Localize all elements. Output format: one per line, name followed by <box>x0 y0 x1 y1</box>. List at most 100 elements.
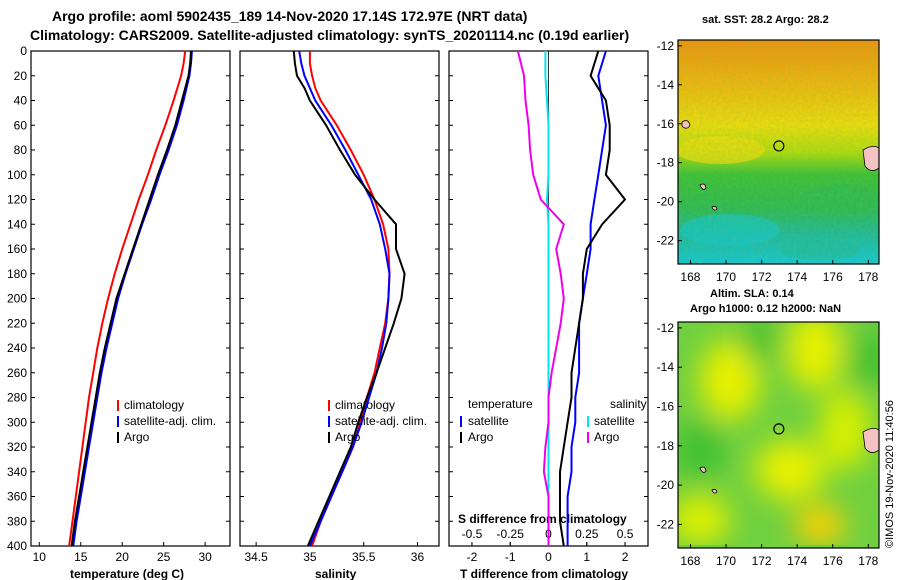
sla-map-title-2: Argo h1000: 0.12 h2000: NaN <box>690 303 841 315</box>
x-tick-label: 15 <box>74 550 88 564</box>
legend-label-argo: Argo <box>335 430 361 444</box>
sla-map-frame <box>677 321 880 549</box>
depth-tick-label: 120 <box>7 193 27 207</box>
depth-tick-label: 160 <box>7 242 27 256</box>
map-y-tick-label: -12 <box>657 321 675 335</box>
temperature-x-ticks: 10 15 20 25 30 <box>33 542 212 564</box>
salinity-series <box>292 50 406 547</box>
legend-label-argo: Argo <box>124 430 150 444</box>
x-tick-label: 10 <box>33 550 47 564</box>
island-shape <box>699 466 707 473</box>
x-tick-label: 2 <box>622 550 629 564</box>
map-y-tick-label: -16 <box>657 117 675 131</box>
legend-label-t-satellite: satellite <box>468 414 509 428</box>
x-tick-label: -1 <box>505 550 516 564</box>
map-y-tick-label: -18 <box>657 156 675 170</box>
x-tick-label: 34.5 <box>244 550 268 564</box>
x-tick-label: 0.5 <box>617 527 634 541</box>
depth-tick-label: 280 <box>7 391 27 405</box>
salinity-x-ticks: 34.5 35 35.5 36 <box>244 542 424 564</box>
map-y-tick-label: -14 <box>657 78 675 92</box>
map-x-tick-label: 170 <box>716 554 736 568</box>
map-y-tick-label: -18 <box>657 439 675 453</box>
x-tick-label: 35 <box>303 550 317 564</box>
map-y-tick-label: -22 <box>657 234 675 248</box>
depth-tick-label: 140 <box>7 217 27 231</box>
depth-tick-label: 0 <box>20 44 27 58</box>
depth-tick-label: 240 <box>7 341 27 355</box>
series-line-satellite-adj-clim- <box>72 50 193 547</box>
island-shape <box>711 488 718 494</box>
map-x-tick-label: 174 <box>787 554 807 568</box>
map-x-tick-label: 172 <box>752 554 772 568</box>
sla-map-title-1: Altim. SLA: 0.14 <box>710 288 795 300</box>
series-line-climatology <box>68 50 187 547</box>
series-line-t-satellite <box>566 50 607 546</box>
sst-map-ticks: 168 170 172 174 176 178 -12 -14 -16 -18 -20 -22 <box>657 39 879 284</box>
map-y-tick-label: -22 <box>657 517 675 531</box>
sla-map-ticks: 168 170 172 174 176 178 -12 -14 -16 -18 -20 -22 <box>657 321 879 568</box>
title-line-2: Climatology: CARS2009. Satellite-adjuste… <box>30 27 629 43</box>
depth-tick-label: 220 <box>7 316 27 330</box>
x-tick-label: 30 <box>198 550 212 564</box>
depth-tick-label: 180 <box>7 267 27 281</box>
difference-x2label: S difference from climatology <box>458 512 627 526</box>
sst-map-image <box>678 40 879 264</box>
temperature-xlabel: temperature (deg C) <box>70 567 184 580</box>
sla-argo-marker <box>773 423 785 435</box>
series-line-argo <box>292 50 406 547</box>
depth-tick-label: 360 <box>7 490 27 504</box>
series-line-s-argo <box>516 50 565 546</box>
map-x-tick-label: 178 <box>858 270 878 284</box>
map-x-tick-label: 176 <box>823 270 843 284</box>
island-shape <box>699 183 707 190</box>
depth-tick-label: 200 <box>7 292 27 306</box>
sla-map-image <box>678 322 879 548</box>
depth-axis: 0 20 40 60 80 100 120 140 160 180 200 220 240 260 280 3… <box>7 44 648 553</box>
difference-series <box>516 50 627 547</box>
salinity-xlabel: salinity <box>315 567 357 580</box>
temperature-legend: climatology satellite-adj. clim. Argo <box>117 398 216 444</box>
map-x-tick-label: 168 <box>680 270 700 284</box>
map-x-tick-label: 172 <box>752 270 772 284</box>
island-shape <box>711 205 718 211</box>
map-y-tick-label: -14 <box>657 360 675 374</box>
legend-label-t-argo: Argo <box>468 430 494 444</box>
depth-tick-label: 380 <box>7 514 27 528</box>
map-x-tick-label: 174 <box>787 270 807 284</box>
depth-tick-label: 300 <box>7 415 27 429</box>
legend-title-salinity: salinity <box>610 397 647 411</box>
x-tick-label: 20 <box>116 550 130 564</box>
legend-label-satellite: satellite-adj. clim. <box>124 414 216 428</box>
depth-tick-label: 340 <box>7 465 27 479</box>
series-line-satellite-adj-clim- <box>298 50 391 547</box>
legend-title-temperature: temperature <box>468 397 533 411</box>
island-shape <box>862 428 879 453</box>
island-shape <box>681 120 691 129</box>
difference-xlabel: T difference from climatology <box>460 567 628 580</box>
map-y-tick-label: -12 <box>657 39 675 53</box>
x-tick-label: -2 <box>467 550 478 564</box>
sst-map-frame <box>677 39 880 265</box>
depth-tick-label: 40 <box>14 94 28 108</box>
depth-tick-label: 100 <box>7 168 27 182</box>
map-x-tick-label: 170 <box>716 270 736 284</box>
temperature-series <box>68 50 193 547</box>
map-x-tick-label: 176 <box>823 554 843 568</box>
legend-label-s-argo: Argo <box>594 430 620 444</box>
map-y-tick-label: -16 <box>657 400 675 414</box>
island-shape <box>862 146 879 171</box>
series-line-climatology <box>308 51 391 547</box>
imos-watermark: ©IMOS 19-Nov-2020 11:40:56 <box>884 400 896 548</box>
title-line-1: Argo profile: aoml 5902435_189 14-Nov-20… <box>52 8 527 24</box>
depth-tick-label: 320 <box>7 440 27 454</box>
x-tick-label: 35.5 <box>352 550 376 564</box>
sst-map-title: sat. SST: 28.2 Argo: 28.2 <box>702 14 829 26</box>
map-x-tick-label: 178 <box>858 554 878 568</box>
x-tick-label: 0 <box>545 550 552 564</box>
x-tick-label: 1 <box>583 550 590 564</box>
salinity-legend: climatology satellite-adj. clim. Argo <box>328 398 427 444</box>
depth-tick-label: 60 <box>14 118 28 132</box>
legend-label-climatology: climatology <box>124 398 184 412</box>
